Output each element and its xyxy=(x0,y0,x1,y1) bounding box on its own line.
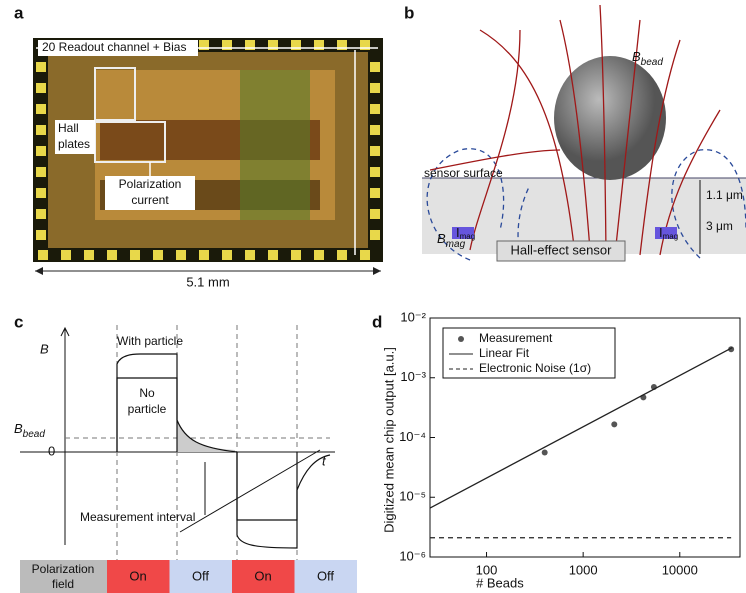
pad xyxy=(36,167,46,177)
annotation: sensor surface xyxy=(424,166,503,180)
pad xyxy=(176,250,186,260)
annotation: No xyxy=(139,386,155,400)
subscript: bead xyxy=(641,57,664,68)
subscript: bead xyxy=(23,429,46,440)
annotation: Polarization xyxy=(32,562,95,576)
pad xyxy=(36,188,46,198)
subscript: mag xyxy=(446,239,466,250)
data-point xyxy=(542,450,548,456)
pad xyxy=(370,209,380,219)
annotation: field xyxy=(52,577,74,591)
pad xyxy=(153,250,163,260)
x-axis-label: # Beads xyxy=(476,575,524,590)
panel-label: d xyxy=(372,312,382,331)
decay-area xyxy=(177,420,235,452)
annotation: Hall-effect sensor xyxy=(511,242,613,257)
annotation: Polarization xyxy=(119,177,182,191)
dimension-label: 5.1 mm xyxy=(186,274,229,289)
x-tick-label: 100 xyxy=(476,562,498,577)
state-label: Off xyxy=(192,568,209,583)
y-tick-label: 10⁻² xyxy=(400,309,426,324)
pad xyxy=(36,146,46,156)
pad xyxy=(36,83,46,93)
panel-label: a xyxy=(14,3,24,22)
pad xyxy=(222,250,232,260)
annotation: plates xyxy=(58,137,90,151)
state-label: On xyxy=(254,568,271,583)
pad xyxy=(36,230,46,240)
pad xyxy=(314,250,324,260)
pad xyxy=(370,104,380,114)
data-point xyxy=(611,421,617,427)
pad xyxy=(61,250,71,260)
y-tick-label: 10⁻⁴ xyxy=(399,429,426,444)
symbol: B xyxy=(14,421,23,436)
panel-label: b xyxy=(404,3,414,22)
pad xyxy=(84,250,94,260)
pad xyxy=(245,250,255,260)
state-label: Off xyxy=(317,568,334,583)
pad xyxy=(38,250,48,260)
legend-label: Measurement xyxy=(479,331,553,345)
y-axis-label: Digitized mean chip output [a.u.] xyxy=(381,347,396,533)
symbol: B xyxy=(632,49,641,64)
pad xyxy=(370,188,380,198)
annotation: With particle xyxy=(117,334,183,348)
subscript: mag xyxy=(663,232,679,241)
legend-label: Electronic Noise (1σ) xyxy=(479,361,591,375)
pad xyxy=(370,146,380,156)
panel-label: c xyxy=(14,312,23,331)
pad xyxy=(370,167,380,177)
pad xyxy=(337,250,347,260)
y-tick-label: 10⁻⁶ xyxy=(399,548,426,563)
annotation: Measurement interval xyxy=(80,510,195,524)
pad xyxy=(370,230,380,240)
y-tick-label: 10⁻⁵ xyxy=(399,489,426,504)
pad xyxy=(370,62,380,72)
pad xyxy=(360,250,370,260)
pad xyxy=(36,62,46,72)
annotation: 20 Readout channel + Bias xyxy=(42,40,186,54)
legend-label: Linear Fit xyxy=(479,346,530,360)
x-tick-label: 10000 xyxy=(662,562,698,577)
pad xyxy=(370,125,380,135)
x-tick-label: 1000 xyxy=(569,562,598,577)
annotation: 0 xyxy=(48,443,55,458)
symbol: B xyxy=(437,231,446,246)
pad xyxy=(36,209,46,219)
state-row: On Off On Off xyxy=(107,560,357,593)
pad xyxy=(268,250,278,260)
pad xyxy=(370,83,380,93)
annotation: particle xyxy=(128,402,167,416)
y-tick-label: 10⁻³ xyxy=(400,369,426,384)
annotation: 3 μm xyxy=(706,219,733,233)
pad xyxy=(107,250,117,260)
annotation: 1.1 μm xyxy=(706,188,743,202)
pad xyxy=(36,104,46,114)
annotation: current xyxy=(131,193,169,207)
pad xyxy=(291,250,301,260)
axis-label: B xyxy=(40,341,49,356)
pad xyxy=(130,250,140,260)
figure: a 20 Readout channel + Bias Hall plates … xyxy=(0,0,746,593)
state-label: On xyxy=(129,568,146,583)
annotation: Hall xyxy=(58,121,79,135)
pad xyxy=(36,125,46,135)
pad xyxy=(199,250,209,260)
legend-marker xyxy=(458,336,464,342)
annotation: Bbead xyxy=(14,421,45,439)
